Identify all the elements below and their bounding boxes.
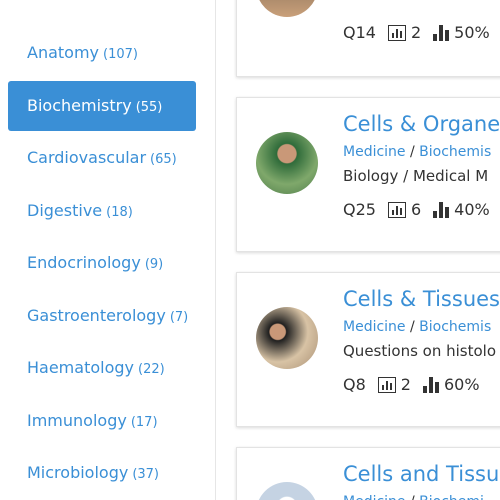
question-card[interactable]: Cells and Tissu Medicine / Biochemi bbox=[236, 447, 500, 500]
avatar bbox=[256, 132, 318, 194]
card-title[interactable]: Cells & Tissues bbox=[343, 287, 500, 311]
category-name: Microbiology bbox=[27, 463, 129, 482]
card-title[interactable]: Cells & Organe bbox=[343, 112, 500, 136]
attempt-count: 2 bbox=[400, 375, 411, 394]
category-name: Endocrinology bbox=[27, 253, 141, 272]
card-stats: Q25 6 40% bbox=[343, 200, 490, 219]
card-tags: Medicine / Biochemis bbox=[343, 144, 492, 160]
avatar bbox=[256, 307, 318, 369]
tag-link[interactable]: Medicine bbox=[343, 144, 406, 160]
category-item[interactable]: Cardiovascular (65) bbox=[8, 133, 196, 183]
attempt-count: 2 bbox=[410, 23, 422, 42]
category-item[interactable]: Digestive (18) bbox=[8, 186, 196, 236]
category-count: (9) bbox=[144, 257, 164, 272]
card-tags: Medicine / Biochemi bbox=[343, 494, 484, 500]
category-item[interactable]: Endocrinology (9) bbox=[8, 238, 196, 288]
question-card[interactable]: Q14 2 50% bbox=[236, 0, 500, 77]
tag-link[interactable]: Medicine bbox=[343, 319, 406, 335]
question-count: Q8 bbox=[343, 375, 366, 394]
category-count: (107) bbox=[103, 47, 138, 62]
category-count: (65) bbox=[150, 152, 177, 167]
category-count: (17) bbox=[130, 414, 158, 430]
card-stats: Q8 2 60% bbox=[343, 375, 480, 394]
question-card[interactable]: Cells & Tissues Medicine / Biochemis Quest… bbox=[236, 272, 500, 427]
category-item[interactable]: Anatomy (107) bbox=[8, 28, 196, 78]
category-name: Gastroenterology bbox=[27, 305, 166, 325]
category-name: Haematology bbox=[27, 358, 134, 377]
category-count: (7) bbox=[169, 309, 189, 325]
card-tags: Medicine / Biochemis bbox=[343, 319, 492, 335]
tag-link[interactable]: Medicine bbox=[343, 494, 406, 500]
score: 50% bbox=[454, 23, 490, 42]
category-name: Cardiovascular bbox=[27, 148, 147, 167]
category-item[interactable]: Gastroenterology (7) bbox=[8, 291, 196, 341]
category-name: Anatomy bbox=[27, 43, 100, 62]
category-item[interactable]: Immunology (17) bbox=[8, 396, 196, 446]
category-name: Digestive bbox=[27, 200, 103, 220]
score: 60% bbox=[443, 375, 480, 394]
category-count: (18) bbox=[106, 204, 133, 220]
attempt-count: 6 bbox=[410, 200, 422, 219]
card-title[interactable]: Cells and Tissu bbox=[343, 462, 500, 486]
score: 40% bbox=[454, 200, 490, 219]
question-count: Q14 bbox=[343, 23, 376, 42]
avatar bbox=[256, 0, 318, 17]
category-count: (55) bbox=[135, 99, 163, 115]
divider bbox=[215, 0, 216, 500]
tag-link[interactable]: Biochemis bbox=[419, 144, 492, 160]
avatar bbox=[256, 482, 318, 500]
card-description: Biology / Medical M bbox=[343, 167, 489, 185]
category-name: Immunology bbox=[27, 410, 127, 430]
category-count: (22) bbox=[138, 362, 165, 377]
tag-link[interactable]: Biochemis bbox=[419, 319, 492, 335]
card-description: Questions on histolo bbox=[343, 342, 497, 360]
category-name: Biochemistry bbox=[27, 95, 132, 115]
question-card[interactable]: Cells & Organe Medicine / Biochemis Biolog… bbox=[236, 97, 500, 252]
question-count: Q25 bbox=[343, 200, 376, 219]
category-count: (37) bbox=[132, 467, 159, 482]
category-item[interactable]: Haematology (22) bbox=[8, 343, 196, 393]
category-item[interactable]: Microbiology (37) bbox=[8, 448, 196, 498]
card-stats: Q14 2 50% bbox=[343, 23, 490, 42]
tag-link[interactable]: Biochemi bbox=[419, 494, 484, 500]
category-item[interactable]: Biochemistry (55) bbox=[8, 80, 196, 131]
